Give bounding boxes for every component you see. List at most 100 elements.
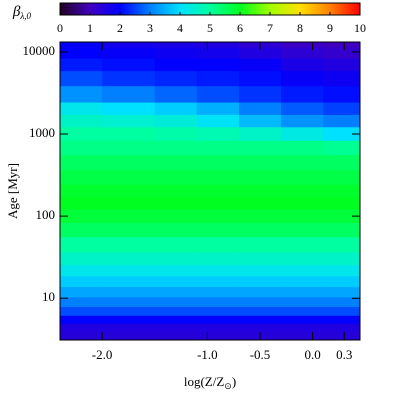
heat-cell [238, 169, 282, 185]
heat-cell [238, 58, 282, 72]
heat-cell [281, 184, 324, 198]
heat-cell [102, 47, 156, 59]
heat-cell [102, 126, 156, 141]
heat-cell [154, 236, 198, 253]
heat-cell [154, 323, 198, 332]
heat-cell [154, 154, 198, 171]
heat-cell [60, 323, 103, 332]
heat-cell [102, 222, 156, 238]
heat-cell [196, 126, 240, 141]
heat-cell [154, 208, 198, 223]
heat-cell [102, 251, 156, 266]
heat-cell [238, 47, 282, 59]
heat-cell [196, 58, 240, 72]
heat-cell [281, 58, 324, 72]
heat-cell [323, 306, 361, 316]
colorbar-tick-label: 9 [327, 21, 333, 35]
heat-cell [323, 114, 361, 128]
heat-cell [196, 85, 240, 103]
colorbar-tick-label: 1 [87, 21, 93, 35]
heat-cell [60, 47, 103, 59]
heat-cell [238, 251, 282, 266]
heat-cell [281, 126, 324, 141]
heat-cell [102, 58, 156, 72]
heat-cell [281, 236, 324, 253]
heat-cell [60, 264, 103, 277]
heat-cell [60, 296, 103, 307]
heat-cell [154, 275, 198, 288]
heat-cell [323, 169, 361, 185]
heat-cell [196, 275, 240, 288]
heat-cell [154, 114, 198, 128]
heat-cell [154, 47, 198, 59]
heat-cell [102, 264, 156, 277]
heat-cell [323, 42, 361, 48]
heat-cell [60, 222, 103, 238]
heat-cell [60, 102, 103, 115]
heat-cell [281, 42, 324, 48]
heat-cell [102, 114, 156, 128]
heat-cell [323, 47, 361, 59]
heat-cell [60, 70, 103, 87]
heat-cell [238, 102, 282, 115]
heat-cell [102, 331, 156, 341]
heat-cell [102, 306, 156, 316]
heat-cell [238, 126, 282, 141]
colorbar-tick-label: 2 [117, 21, 123, 35]
heat-cell [196, 306, 240, 316]
y-tick-label: 1000 [29, 125, 55, 140]
x-tick-label: 0.0 [305, 347, 321, 362]
heat-cell [323, 196, 361, 210]
heat-cell [281, 222, 324, 238]
heat-cell [102, 102, 156, 115]
heat-cell [102, 275, 156, 288]
heat-cell [60, 140, 103, 156]
heat-cell [154, 286, 198, 298]
heat-cell [238, 286, 282, 298]
y-axis-label: Age [Myr] [5, 163, 20, 219]
y-tick-label: 100 [36, 207, 56, 222]
heat-cell [102, 42, 156, 48]
heat-cell [196, 70, 240, 87]
heat-cell [60, 42, 103, 48]
heat-cell [238, 236, 282, 253]
heatmap [60, 42, 361, 341]
heat-cell [60, 208, 103, 223]
heat-cell [238, 70, 282, 87]
heat-cell [60, 251, 103, 266]
heat-cell [281, 286, 324, 298]
heat-cell [102, 236, 156, 253]
heat-cell [102, 315, 156, 324]
heat-cell [281, 102, 324, 115]
heat-cell [196, 42, 240, 48]
heat-cell [154, 331, 198, 341]
heat-cell [196, 315, 240, 324]
x-tick-label: 0.3 [336, 347, 352, 362]
heat-cell [323, 331, 361, 341]
heat-cell [60, 236, 103, 253]
heat-cell [323, 184, 361, 198]
heat-cell [60, 154, 103, 171]
heat-cell [60, 58, 103, 72]
heat-cell [281, 70, 324, 87]
heat-cell [323, 70, 361, 87]
heat-cell [102, 296, 156, 307]
heat-cell [281, 47, 324, 59]
heat-cell [323, 222, 361, 238]
heat-cell [281, 323, 324, 332]
heat-cell [196, 196, 240, 210]
heat-cell [238, 85, 282, 103]
heat-cell [154, 264, 198, 277]
heat-cell [323, 58, 361, 72]
heat-cell [102, 184, 156, 198]
heat-cell [60, 331, 103, 341]
heat-cell [281, 169, 324, 185]
heat-cell [154, 70, 198, 87]
heat-cell [196, 222, 240, 238]
heat-cell [154, 42, 198, 48]
y-tick-label: 10000 [23, 43, 56, 58]
heat-cell [238, 184, 282, 198]
heat-cell [281, 315, 324, 324]
heat-cell [281, 85, 324, 103]
colorbar-tick-label: 4 [177, 21, 183, 35]
